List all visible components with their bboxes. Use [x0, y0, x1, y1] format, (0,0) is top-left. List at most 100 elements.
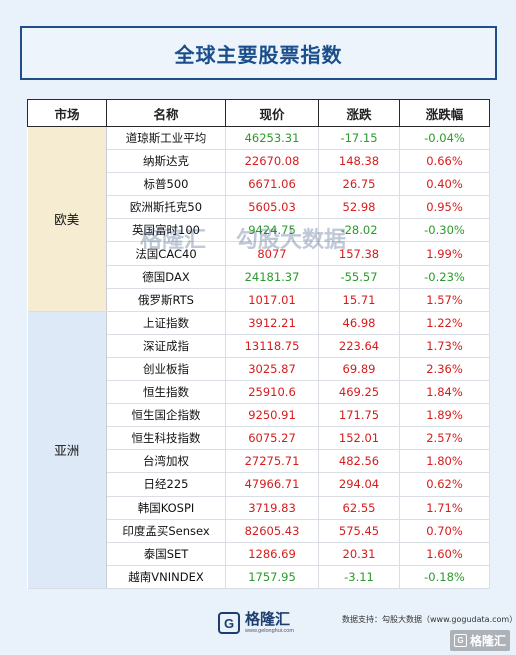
index-price: 3719.83	[225, 496, 319, 520]
index-change-pct: 1.22%	[399, 311, 490, 335]
index-change: 148.38	[318, 149, 400, 174]
index-price: 6075.27	[225, 426, 319, 451]
index-table: 市场 名称 现价 涨跌 涨跌幅 欧美 道琼斯工业平均 46253.31 -17.15-…	[27, 99, 490, 589]
table-row: 欧洲斯托克50 5605.03 52.98 0.95%	[28, 195, 490, 220]
table-row: 深证成指 13118.75 223.64 1.73%	[28, 334, 490, 358]
table-row: 英国富时100 9424.75 -28.02 -0.30%	[28, 218, 490, 243]
index-change-pct: 0.62%	[399, 472, 490, 497]
index-price: 25910.6	[225, 380, 319, 405]
index-name: 恒生国企指数	[106, 403, 226, 428]
table-row: 韩国KOSPI 3719.83 62.55 1.71%	[28, 496, 490, 520]
index-name: 创业板指	[106, 357, 226, 382]
index-change: 294.04	[318, 472, 400, 497]
index-change-pct: 0.95%	[399, 195, 490, 220]
index-change-pct: 1.89%	[399, 403, 490, 428]
index-change-pct: 1.73%	[399, 334, 490, 358]
table-row: 法国CAC40 8077 157.38 1.99%	[28, 241, 490, 266]
index-price: 1017.01	[225, 288, 319, 312]
index-price: 1286.69	[225, 542, 319, 566]
index-change: 152.01	[318, 426, 400, 451]
table-row: 恒生科技指数 6075.27 152.01 2.57%	[28, 426, 490, 451]
index-price: 3912.21	[225, 311, 319, 335]
index-change: -3.11	[318, 565, 400, 589]
index-price: 5605.03	[225, 195, 319, 220]
index-price: 46253.31	[225, 126, 319, 151]
index-name: 台湾加权	[106, 449, 226, 474]
index-change: 223.64	[318, 334, 400, 358]
market-cell: 亚洲	[27, 311, 107, 589]
index-price: 9250.91	[225, 403, 319, 428]
index-change: 482.56	[318, 449, 400, 474]
header-pct: 涨跌幅	[399, 99, 490, 127]
index-change-pct: 2.57%	[399, 426, 490, 451]
index-price: 24181.37	[225, 265, 319, 289]
index-name: 德国DAX	[106, 265, 226, 289]
index-change: -55.57	[318, 265, 400, 289]
index-change: 157.38	[318, 241, 400, 266]
index-name: 印度孟买Sensex	[106, 519, 226, 543]
index-change-pct: -0.30%	[399, 218, 490, 243]
index-change: 469.25	[318, 380, 400, 405]
index-change: 171.75	[318, 403, 400, 428]
table-row: 俄罗斯RTS 1017.01 15.71 1.57%	[28, 288, 490, 312]
index-change-pct: 2.36%	[399, 357, 490, 382]
corner-logo-text: 格隆汇	[469, 634, 506, 648]
index-price: 3025.87	[225, 357, 319, 382]
index-price: 82605.43	[225, 519, 319, 543]
index-name: 韩国KOSPI	[106, 496, 226, 520]
index-change: 62.55	[318, 496, 400, 520]
table-row: 德国DAX 24181.37 -55.57 -0.23%	[28, 265, 490, 289]
index-change-pct: 0.40%	[399, 172, 490, 197]
header-price: 现价	[225, 99, 319, 127]
table-row: 日经225 47966.71 294.04 0.62%	[28, 472, 490, 497]
table-row: 泰国SET 1286.69 20.31 1.60%	[28, 542, 490, 566]
index-name: 越南VNINDEX	[106, 565, 226, 589]
index-name: 上证指数	[106, 311, 226, 335]
index-change: -28.02	[318, 218, 400, 243]
index-name: 恒生科技指数	[106, 426, 226, 451]
table-row: 恒生指数 25910.6 469.25 1.84%	[28, 380, 490, 405]
table-row: 台湾加权 27275.71 482.56 1.80%	[28, 449, 490, 474]
table-row: 标普500 6671.06 26.75 0.40%	[28, 172, 490, 197]
index-price: 27275.71	[225, 449, 319, 474]
index-change: 52.98	[318, 195, 400, 220]
title-box: 全球主要股票指数	[20, 26, 497, 80]
table-row: 印度孟买Sensex 82605.43 575.45 0.70%	[28, 519, 490, 543]
index-name: 欧洲斯托克50	[106, 195, 226, 220]
corner-logo: G 格隆汇	[449, 630, 510, 651]
logo-mark-icon: G	[218, 612, 240, 635]
index-price: 13118.75	[225, 334, 319, 358]
index-name: 恒生指数	[106, 380, 226, 405]
index-name: 纳斯达克	[106, 149, 226, 174]
index-name: 法国CAC40	[106, 241, 226, 266]
index-change: 20.31	[318, 542, 400, 566]
index-name: 标普500	[106, 172, 226, 197]
index-change: 46.98	[318, 311, 400, 335]
table-row: 创业板指 3025.87 69.89 2.36%	[28, 357, 490, 382]
index-name: 深证成指	[106, 334, 226, 358]
corner-logo-icon: G	[453, 634, 467, 647]
logo-url: www.gelonghui.com	[245, 628, 294, 634]
index-change-pct: 0.70%	[399, 519, 490, 543]
index-name: 英国富时100	[106, 218, 226, 243]
index-change: 575.45	[318, 519, 400, 543]
index-price: 1757.95	[225, 565, 319, 589]
index-price: 9424.75	[225, 218, 319, 243]
index-change-pct: -0.23%	[399, 265, 490, 289]
table-row: 欧美 道琼斯工业平均 46253.31 -17.15 -0.04%	[27, 126, 490, 312]
index-change-pct: 1.80%	[399, 449, 490, 474]
data-source: 数据支持：勾股大数据（www.gogudata.com）	[342, 615, 516, 624]
index-change: 26.75	[318, 172, 400, 197]
logo-name: 格隆汇	[245, 610, 291, 628]
table-row: 亚洲 上证指数 3912.21 46.98 1.22%	[27, 311, 490, 589]
header-name: 名称	[106, 99, 226, 127]
index-name: 日经225	[106, 472, 226, 497]
index-change-pct: 1.84%	[399, 380, 490, 405]
index-change: 69.89	[318, 357, 400, 382]
index-name: 泰国SET	[106, 542, 226, 566]
index-change-pct: 1.99%	[399, 241, 490, 266]
footer-logo: G 格隆汇 www.gelonghui.com	[218, 612, 294, 635]
table-row: 纳斯达克 22670.08 148.38 0.66%	[28, 149, 490, 174]
page-title: 全球主要股票指数	[174, 42, 343, 67]
header-change: 涨跌	[318, 99, 400, 127]
